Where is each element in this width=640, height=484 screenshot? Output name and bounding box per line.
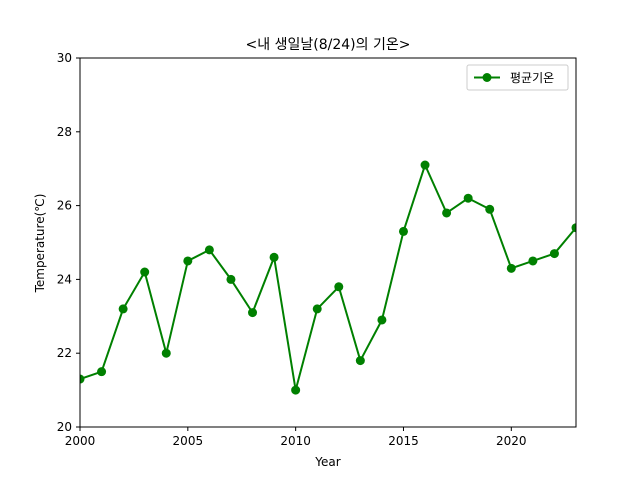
- data-point-2000: [80, 374, 85, 384]
- legend-label: 평균기온: [510, 71, 554, 85]
- data-point-2001: [97, 367, 107, 377]
- data-point-2010: [291, 385, 301, 395]
- legend-box: [466, 64, 569, 91]
- data-point-2009: [269, 252, 279, 262]
- data-point-2022: [549, 249, 559, 259]
- data-point-2005: [183, 256, 193, 266]
- y-tick-label-26: 26: [57, 199, 72, 213]
- x-tick-label-2000: 2000: [65, 434, 96, 448]
- data-point-2020: [506, 263, 516, 273]
- y-axis-label: Temperature(℃): [33, 194, 47, 294]
- data-point-2007: [226, 274, 236, 284]
- x-tick-label-2005: 2005: [173, 434, 204, 448]
- x-tick-label-2015: 2015: [388, 434, 419, 448]
- series-group: [80, 160, 576, 395]
- series-line-0: [80, 164, 576, 392]
- data-point-2006: [204, 245, 214, 255]
- data-point-2011: [312, 304, 322, 314]
- data-point-2014: [377, 315, 387, 325]
- data-point-2016: [420, 160, 430, 170]
- y-tick-label-22: 22: [57, 346, 72, 360]
- data-point-2013: [355, 356, 365, 366]
- x-tick-label-2010: 2010: [280, 434, 311, 448]
- x-axis-label: Year: [314, 455, 340, 469]
- legend: 평균기온: [466, 64, 569, 91]
- data-point-2012: [334, 282, 344, 292]
- data-point-2019: [485, 204, 495, 214]
- data-point-2021: [528, 256, 538, 266]
- y-tick-label-28: 28: [57, 125, 72, 139]
- data-point-2018: [463, 193, 473, 203]
- data-point-2015: [398, 226, 408, 236]
- data-point-2003: [140, 267, 150, 277]
- plot-frame: [79, 57, 577, 428]
- y-tick-label-20: 20: [57, 420, 72, 434]
- legend-marker: [482, 73, 492, 82]
- data-point-2008: [248, 308, 258, 318]
- plot-area: [80, 160, 576, 395]
- chart-title: <내 생일날(8/24)의 기온>: [246, 37, 411, 53]
- data-point-2002: [118, 304, 128, 314]
- data-point-2023: [571, 223, 576, 233]
- data-point-2004: [161, 348, 171, 358]
- y-tick-label-24: 24: [57, 272, 72, 286]
- y-tick-label-30: 30: [57, 51, 72, 65]
- data-point-2017: [442, 208, 452, 218]
- x-tick-label-2020: 2020: [496, 434, 527, 448]
